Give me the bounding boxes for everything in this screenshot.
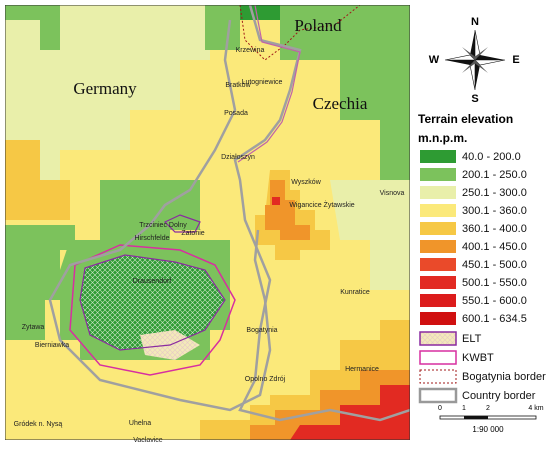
legend-swatch [420, 276, 456, 289]
legend-title: Terrain elevation [418, 112, 513, 126]
compass-letter: S [471, 93, 478, 105]
place-label: Opolno Zdrój [245, 376, 286, 383]
legend-label: KWBT [462, 352, 494, 364]
legend-label: 40.0 - 200.0 [462, 151, 521, 163]
scale-bar [464, 416, 488, 419]
legend-label: 360.1 - 400.0 [462, 223, 527, 235]
map [5, 5, 410, 440]
legend-swatch [420, 186, 456, 199]
place-label: Lutogniewice [242, 79, 283, 86]
place-label: Visnova [380, 190, 405, 197]
scale-label: 0 [438, 405, 442, 412]
place-label: Drausendorf [133, 278, 172, 285]
place-label: Krzewina [236, 47, 265, 54]
place-label: Gródek n. Nysą [14, 421, 63, 428]
legend-label: Bogatynia border [462, 371, 546, 383]
compass-letter: N [471, 16, 479, 28]
place-label: Vaclavice [133, 437, 163, 444]
legend-label: 500.1 - 550.0 [462, 277, 527, 289]
place-label: Bratków [225, 82, 251, 89]
place-label: Bierniawka [35, 342, 69, 349]
legend-label: 600.1 - 634.5 [462, 313, 527, 325]
scale-label: 2 [486, 405, 490, 412]
legend-swatch [420, 204, 456, 217]
place-label: Hirschfelde [134, 235, 169, 242]
legend-swatch [419, 369, 457, 384]
legend-swatch [420, 240, 456, 253]
place-label: Zytawa [22, 324, 45, 331]
legend-swatch [420, 258, 456, 271]
place-label: Zatonie [181, 230, 204, 237]
legend-label: 300.1 - 360.0 [462, 205, 527, 217]
place-label: Wyszków [291, 179, 321, 186]
legend-unit: m.n.p.m. [418, 131, 467, 145]
place-label: Uhelna [129, 420, 151, 427]
legend-label: 450.1 - 500.0 [462, 259, 527, 271]
place-label: Trzciniec Dolny [139, 222, 187, 229]
legend-swatch [419, 331, 457, 346]
legend-swatch [418, 387, 458, 404]
compass-letter: E [512, 54, 519, 66]
place-label: Bogatynia [246, 327, 277, 334]
compass-letter: W [429, 54, 440, 66]
legend-label: ELT [462, 333, 482, 345]
legend-label: 400.1 - 450.0 [462, 241, 527, 253]
scale-ratio: 1:90 000 [472, 425, 504, 434]
legend-label: 250.1 - 300.0 [462, 187, 527, 199]
legend-label: Country border [462, 390, 536, 402]
legend-swatch [420, 312, 456, 325]
compass: N E S W [429, 16, 520, 105]
legend-swatch [420, 294, 456, 307]
legend-label: 200.1 - 250.0 [462, 169, 527, 181]
legend-label: 550.1 - 600.0 [462, 295, 527, 307]
country-label: Germany [73, 79, 137, 98]
place-label: Działoszyn [221, 154, 255, 161]
legend-swatch [419, 350, 457, 365]
place-label: Wigancice Żytawskie [289, 200, 354, 209]
country-label: Czechia [313, 94, 368, 113]
legend-swatch [420, 168, 456, 181]
scale-label: 4 km [528, 405, 543, 412]
legend-swatch [420, 150, 456, 163]
place-label: Kunratice [340, 289, 370, 296]
place-label: Posada [224, 110, 248, 117]
place-label: Hermanice [345, 366, 379, 373]
scale-label: 1 [462, 405, 466, 412]
country-label: Poland [294, 16, 342, 35]
legend-swatch [420, 222, 456, 235]
